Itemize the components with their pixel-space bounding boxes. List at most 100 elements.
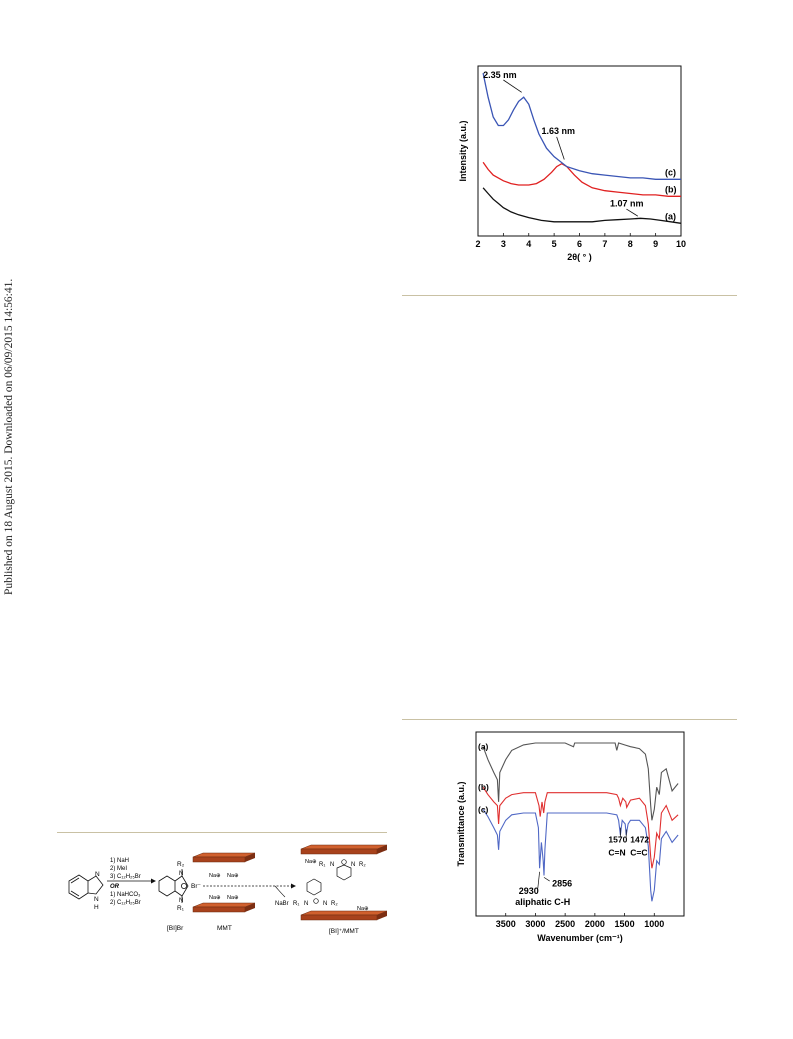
bi-bromide: Br⁻ [191,883,202,890]
product-layer-top [300,844,388,855]
ftir-chart: (a) (b) (c) 3500 3000 2500 2000 1500 1000 Wavenum… [456,731,685,943]
benzimidazole-structure [68,874,104,900]
ftir-x-tick-label: 1000 [644,919,664,929]
xrd-annotation-pointer [626,208,639,217]
xrd-y-axis-label: Intensity (a.u.) [458,120,468,181]
bi-n-bottom: N [179,898,183,904]
ftir-annotation-label: C=C [630,847,647,857]
ftir-series-line [482,742,679,821]
ftir-figure: (a) (b) (c) 3500 3000 2500 2000 1500 1000 Wavenum… [452,730,697,955]
xrd-x-tick-label: 3 [501,239,506,249]
bi-r2: R₂ [177,861,185,868]
ftir-annotation-label: 1472 [630,834,649,844]
nabr-arrow [274,885,286,898]
xrd-x-tick-label: 8 [628,239,633,249]
product-n-bottom-b: N [323,901,327,907]
step-a-3: 3) C₁₂H₂₅Br [110,874,141,880]
product-r1-bottom: R₁ [293,901,299,907]
ftir-annotation-label: aliphatic C-H [515,897,570,907]
xrd-annotation-label: 1.63 nm [541,126,575,136]
ftir-annotation-label: 1570 [608,834,627,844]
bi-n-top: N [179,871,183,877]
ftir-annotation-label: C=N [608,847,625,857]
ftir-series-label: (a) [478,742,489,752]
mmt-na-1: Na⊕ [209,873,221,879]
ftir-annotation-pointer [543,877,550,882]
xrd-series-line [482,187,682,224]
product-n-top-a: N [330,862,334,868]
mmt-layer-top [192,852,256,863]
ftir-x-tick-label: 2000 [585,919,605,929]
ftir-annotation-label: 2930 [519,886,539,896]
divider-right-top [402,295,737,296]
ftir-series-label: (b) [478,782,489,792]
step-b-1: 1) NaHCO₃ [110,892,141,898]
xrd-x-tick-label: 2 [475,239,480,249]
reaction-scheme: N N H 1) NaH 2) MeI 3) C₁₂H₂₅Br OR 1) Na… [57,843,392,968]
or-label: OR [110,884,120,890]
xrd-x-tick-label: 6 [577,239,582,249]
step-b-2: 2) C₁₂H₂₅Br [110,900,141,906]
product-na-1: Na⊕ [305,859,317,865]
product-n-bottom-a: N [304,901,308,907]
xrd-series-line [482,72,681,180]
product-benzo-bottom [306,878,322,896]
xrd-series-label: (c) [665,167,676,177]
ftir-annotation-label: 2856 [552,879,572,889]
step-a-2: 2) MeI [110,866,127,872]
xrd-annotation-label: 1.07 nm [610,198,644,208]
xrd-x-tick-label: 9 [653,239,658,249]
xrd-figure: (a) (b) (c) 2 3 4 5 6 7 8 9 10 2θ( ° ) Intensity (a.u… [452,62,697,267]
bibr-label: [BI]Br [167,925,184,932]
product-r2-top: R₂ [359,862,366,868]
ftir-x-axis-label: Wavenumber (cm⁻¹) [537,933,622,943]
step-a-1: 1) NaH [110,858,129,864]
product-cation-bottom [313,898,319,904]
exchange-arrowhead [291,883,296,889]
product-na-2: Na⊕ [357,906,369,912]
xrd-chart: (a) (b) (c) 2 3 4 5 6 7 8 9 10 2θ( ° ) Intensity (a.u… [458,65,686,262]
ftir-series-line [482,786,679,869]
product-n-top-b: N [351,862,355,868]
ftir-annotation-pointer [537,871,540,889]
ftir-series-line [482,808,679,902]
xrd-series-label: (b) [665,184,677,194]
divider-left-bottom [57,832,387,833]
xrd-annotation-pointer [503,79,522,93]
mmt-label: MMT [217,925,232,932]
product-r1-top: R₁ [319,862,325,868]
mmt-na-2: Na⊕ [227,873,239,879]
xrd-x-axis-label: 2θ( ° ) [567,252,591,262]
mmt-layer-bottom [192,902,256,913]
ftir-x-tick-label: 1500 [615,919,635,929]
xrd-x-tick-label: 5 [552,239,557,249]
ftir-frame [475,731,685,917]
xrd-series-label: (a) [665,211,676,221]
product-cation-top [341,859,347,865]
ftir-x-tick-label: 2500 [555,919,575,929]
divider-right-middle [402,719,737,720]
download-notice: Published on 18 August 2015. Downloaded … [3,278,15,595]
product-r2-bottom: R₂ [331,901,338,907]
bzi-n-top: N [95,871,100,878]
ftir-y-axis-label: Transmittance (a.u.) [456,781,466,866]
ftir-series-label: (c) [478,804,489,814]
bi-r1: R₁ [177,905,185,912]
xrd-x-tick-label: 7 [602,239,607,249]
xrd-annotation-label: 2.35 nm [483,70,517,80]
ftir-x-tick-label: 3500 [496,919,516,929]
mmt-na-3: Na⊕ [209,895,221,901]
nabr-label: NaBr [275,901,289,907]
bzi-n-bottom: N [94,896,99,903]
mmt-na-4: Na⊕ [227,895,239,901]
xrd-x-tick-label: 4 [526,239,531,249]
product-label: [BI]⁺/MMT [329,928,359,935]
ftir-x-tick-label: 3000 [525,919,545,929]
bzi-h: H [94,904,99,911]
product-layer-bottom [300,910,388,921]
xrd-x-tick-label: 10 [676,239,686,249]
product-benzo-top [336,864,352,881]
scheme-graphic: N N H 1) NaH 2) MeI 3) C₁₂H₂₅Br OR 1) Na… [68,844,388,935]
xrd-series-line [482,161,681,197]
reaction-arrowhead-1 [151,878,156,884]
